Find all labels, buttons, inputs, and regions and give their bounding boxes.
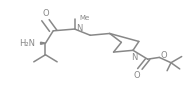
Text: N: N: [131, 53, 137, 62]
Text: N: N: [76, 24, 83, 33]
Polygon shape: [41, 42, 45, 44]
Text: H₂N: H₂N: [19, 39, 35, 48]
Text: ··: ··: [40, 40, 44, 46]
Text: O: O: [42, 9, 49, 18]
Text: Me: Me: [79, 15, 89, 21]
Text: O: O: [160, 51, 167, 60]
Text: O: O: [134, 71, 140, 80]
